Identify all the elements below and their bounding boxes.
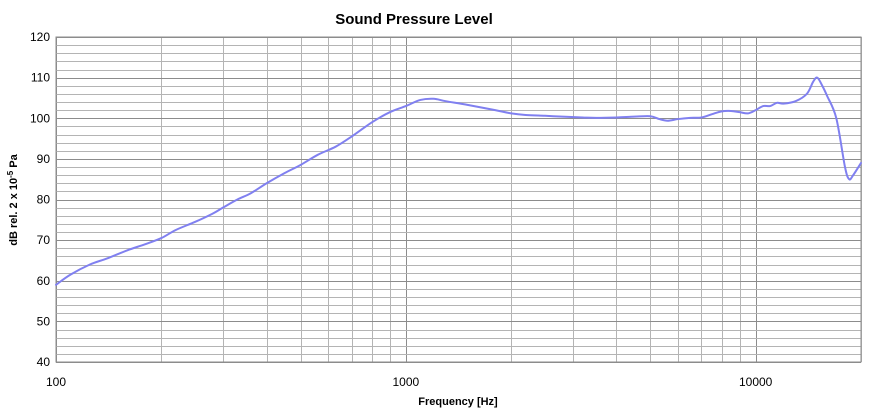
grid [56,37,862,363]
x-tick-label: 10000 [739,375,773,389]
y-axis-label: dB rel. 2 x 10-5 Pa [6,153,20,245]
y-tick-label: 50 [37,314,51,328]
x-tick-labels: 100 1000 10000 [46,375,773,389]
x-tick-label: 1000 [392,375,419,389]
y-axis-label-unit: Pa [8,153,20,170]
y-tick-label: 40 [37,355,51,369]
chart-title: Sound Pressure Level [335,11,493,28]
x-axis-label: Frequency [Hz] [418,396,498,408]
series-line-spl [55,76,862,286]
y-axis-label-exponent: -5 [6,170,15,178]
x-tick-label: 100 [46,375,66,389]
y-tick-label: 100 [30,111,50,125]
y-tick-label: 70 [37,233,51,247]
y-tick-label: 120 [30,30,50,44]
y-tick-label: 90 [37,152,51,166]
y-tick-label: 80 [37,193,51,207]
plot-frame [55,36,862,363]
y-tick-label: 110 [31,71,50,85]
y-tick-labels: 40 50 60 70 80 90 100 110 120 [30,30,50,369]
y-axis-label-base: dB rel. 2 x 10 [8,178,20,246]
y-tick-label: 60 [37,274,51,288]
